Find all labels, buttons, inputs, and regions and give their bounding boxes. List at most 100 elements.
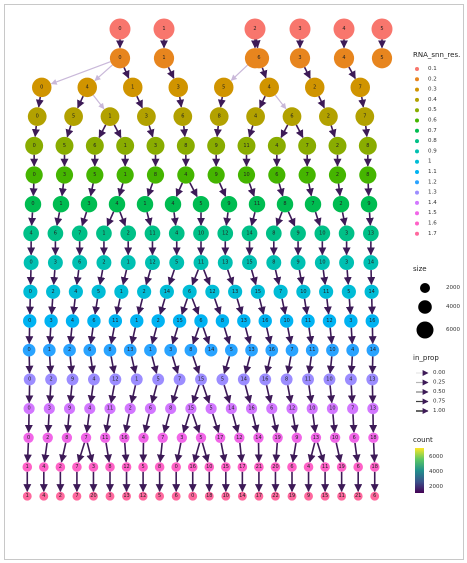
node-res-0.9-cluster-11: 11 bbox=[193, 255, 209, 271]
node-circle bbox=[136, 195, 154, 213]
tree-edge bbox=[257, 298, 266, 315]
tree-edge bbox=[35, 96, 44, 108]
node-res-1.4-cluster-10: 10 bbox=[326, 403, 339, 415]
node-circle bbox=[185, 403, 197, 415]
node-circle bbox=[171, 491, 181, 501]
node-res-0.8-cluster-7: 7 bbox=[71, 225, 88, 242]
tree-edge bbox=[117, 183, 126, 197]
node-label: 2 bbox=[143, 289, 146, 295]
legend-key-resolution bbox=[415, 211, 419, 216]
tree-edge bbox=[275, 211, 284, 227]
node-circle bbox=[270, 462, 281, 472]
node-label: 0 bbox=[30, 260, 33, 266]
tree-edge bbox=[243, 356, 252, 374]
node-res-1.7-cluster-14: 14 bbox=[237, 491, 247, 501]
node-res-0.7-cluster-2: 2 bbox=[332, 195, 350, 213]
node-label: 1 bbox=[124, 172, 127, 178]
node-res-1.2-cluster-14: 14 bbox=[204, 343, 218, 357]
tree-edge bbox=[66, 385, 75, 404]
node-res-1.6-cluster-4: 4 bbox=[39, 462, 49, 472]
clustering-tree: 0123450126345041354270513684627056138911… bbox=[22, 18, 460, 501]
node-label: 2 bbox=[59, 464, 62, 470]
node-circle bbox=[371, 48, 393, 69]
node-res-0.1-cluster-2: 2 bbox=[244, 18, 266, 40]
node-label: 9 bbox=[367, 201, 370, 207]
tree-edge bbox=[335, 183, 344, 197]
node-circle bbox=[346, 343, 359, 357]
node-res-1.4-cluster-5: 5 bbox=[205, 403, 217, 415]
tree-edge bbox=[264, 385, 273, 404]
node-circle bbox=[144, 343, 157, 357]
node-circle bbox=[291, 432, 302, 443]
node-res-1-cluster-2: 2 bbox=[46, 284, 61, 299]
node-circle bbox=[241, 225, 258, 242]
node-label: 0 bbox=[191, 493, 194, 499]
node-label: 9 bbox=[68, 406, 71, 412]
node-label: 12 bbox=[326, 318, 332, 324]
nodes: 0123450126345041354270513684627056138911… bbox=[22, 18, 393, 501]
node-circle bbox=[304, 491, 313, 501]
node-circle bbox=[23, 314, 37, 328]
tree-edge bbox=[317, 95, 325, 109]
node-res-1.5-cluster-3: 3 bbox=[176, 432, 188, 443]
node-res-0.8-cluster-14: 14 bbox=[241, 225, 258, 242]
node-res-0.9-cluster-10: 10 bbox=[314, 255, 330, 271]
node-label: 6 bbox=[181, 114, 184, 120]
node-res-0.4-cluster-7: 7 bbox=[355, 107, 375, 126]
tree-edge bbox=[365, 212, 374, 226]
node-label: 0 bbox=[29, 289, 32, 295]
node-label: 3 bbox=[48, 406, 51, 412]
node-res-0.3-cluster-4: 4 bbox=[77, 77, 97, 98]
node-res-1.5-cluster-5: 5 bbox=[195, 432, 207, 443]
node-circle bbox=[221, 491, 231, 501]
node-circle bbox=[188, 491, 198, 501]
node-label: 6 bbox=[357, 464, 360, 470]
node-label: 6 bbox=[290, 114, 293, 120]
node-label: 0 bbox=[31, 201, 34, 207]
node-circle bbox=[337, 491, 347, 501]
node-label: 7 bbox=[75, 464, 78, 470]
node-label: 10 bbox=[332, 435, 338, 441]
node-res-0.5-cluster-2: 2 bbox=[328, 136, 347, 155]
tree-edge bbox=[259, 95, 267, 109]
node-res-1.7-cluster-3: 3 bbox=[105, 491, 115, 501]
node-circle bbox=[119, 432, 130, 443]
node-label: 2 bbox=[336, 143, 339, 149]
tree-edge bbox=[290, 442, 298, 463]
node-res-0.7-cluster-9: 9 bbox=[360, 195, 378, 213]
tree-edge bbox=[306, 356, 314, 374]
node-circle bbox=[105, 462, 115, 472]
tree-edge bbox=[122, 67, 130, 79]
node-circle bbox=[72, 462, 82, 472]
node-res-0.6-cluster-9: 9 bbox=[207, 166, 225, 184]
tree-edge bbox=[146, 182, 155, 197]
tree-edge bbox=[307, 442, 316, 463]
node-res-1.3-cluster-1: 1 bbox=[130, 373, 143, 386]
node-res-1.6-cluster-17: 17 bbox=[237, 462, 248, 472]
node-circle bbox=[289, 48, 311, 69]
node-label: 14 bbox=[208, 347, 214, 353]
node-res-1.3-cluster-0: 0 bbox=[23, 373, 36, 386]
node-res-1-cluster-5: 5 bbox=[341, 284, 356, 299]
node-circle bbox=[266, 403, 278, 415]
node-label: 16 bbox=[269, 347, 275, 353]
node-circle bbox=[88, 462, 99, 472]
node-circle bbox=[138, 432, 149, 443]
node-circle bbox=[23, 284, 38, 299]
node-circle bbox=[114, 284, 129, 299]
node-label: 1 bbox=[127, 260, 130, 266]
tree-edge bbox=[73, 269, 82, 286]
node-res-1.4-cluster-6: 6 bbox=[144, 403, 157, 415]
node-circle bbox=[326, 403, 339, 415]
legend-key-resolution bbox=[415, 118, 419, 123]
node-circle bbox=[360, 195, 378, 213]
node-circle bbox=[68, 284, 83, 299]
legend-key-resolution bbox=[415, 77, 419, 82]
node-label: 6 bbox=[275, 172, 278, 178]
node-circle bbox=[193, 255, 209, 271]
node-label: 0 bbox=[40, 84, 43, 90]
tree-edge bbox=[170, 384, 179, 404]
node-res-0.3-cluster-3: 3 bbox=[168, 77, 188, 98]
tree-edge bbox=[121, 442, 130, 463]
tree-edge bbox=[191, 413, 201, 434]
